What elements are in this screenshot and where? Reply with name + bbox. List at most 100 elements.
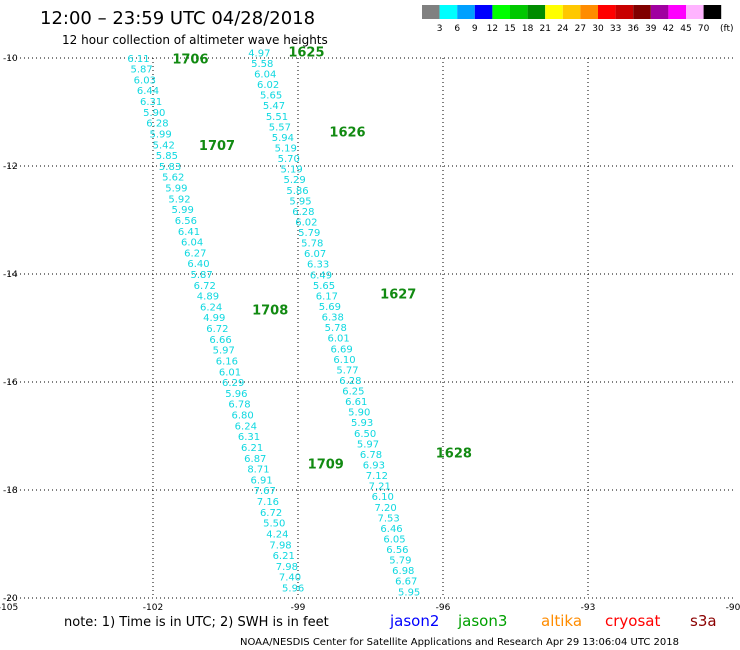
wave-height-value: 5.95 xyxy=(289,196,311,207)
wave-height-value: 7.20 xyxy=(375,503,397,514)
pass-number-label: 1628 xyxy=(436,447,472,462)
wave-height-value: 5.77 xyxy=(336,365,358,376)
wave-height-value: 6.16 xyxy=(216,356,238,367)
legend-label: 27 xyxy=(575,24,586,34)
wave-height-value: 5.47 xyxy=(263,101,285,112)
wave-height-value: 5.95 xyxy=(398,587,420,598)
lon-tick-label: -90 xyxy=(726,603,740,613)
legend-swatch xyxy=(703,5,722,19)
legend-label: 18 xyxy=(522,24,534,34)
lat-tick-label: -14 xyxy=(3,270,18,280)
wave-height-value: 5.86 xyxy=(286,186,308,197)
wave-height-value: 6.80 xyxy=(232,411,254,422)
wave-height-value: 7.67 xyxy=(254,486,276,497)
wave-height-value: 5.96 xyxy=(225,389,247,400)
satellite-name: s3a xyxy=(690,612,717,630)
wave-height-value: 5.65 xyxy=(260,91,282,102)
legend-swatch xyxy=(510,5,528,19)
legend-swatch xyxy=(562,5,581,19)
lon-tick-label: -102 xyxy=(143,603,163,613)
wave-height-value: 5.57 xyxy=(269,122,291,133)
wave-height-value: 6.03 xyxy=(134,75,156,86)
lat-lon-grid xyxy=(8,57,733,599)
legend-swatch xyxy=(598,5,616,19)
wave-height-value: 6.93 xyxy=(363,460,385,471)
legend-swatch xyxy=(492,5,510,19)
wave-height-value: 6.28 xyxy=(339,376,361,387)
legend-swatch xyxy=(650,5,669,19)
lat-tick-label: -16 xyxy=(3,378,18,388)
wave-height-value: 6.24 xyxy=(235,421,257,432)
footer-credit: NOAA/NESDIS Center for Satellite Applica… xyxy=(240,637,679,648)
wave-height-value: 6.01 xyxy=(328,334,350,345)
satellite-name: cryosat xyxy=(605,612,660,630)
wave-height-value: 6.28 xyxy=(146,119,168,130)
wave-height-value: 5.78 xyxy=(325,323,347,334)
legend-label: 15 xyxy=(504,24,515,34)
wave-height-value: 6.33 xyxy=(307,260,329,271)
wave-height-value: 5.97 xyxy=(357,439,379,450)
wave-height-value: 5.65 xyxy=(313,281,335,292)
pass-number-label: 1626 xyxy=(329,125,365,140)
wave-height-value: 6.41 xyxy=(178,227,200,238)
lat-tick-label: -18 xyxy=(3,486,18,496)
legend-swatch xyxy=(422,5,440,19)
wave-height-value: 6.31 xyxy=(238,432,260,443)
wave-height-value: 5.50 xyxy=(263,519,285,530)
wave-height-value: 6.56 xyxy=(175,216,197,227)
wave-height-value: 5.94 xyxy=(272,133,294,144)
wave-height-value: 6.44 xyxy=(137,86,159,97)
satellite-name: jason3 xyxy=(457,612,507,630)
wave-height-value: 4.99 xyxy=(203,313,225,324)
wave-height-value: 5.92 xyxy=(168,194,190,205)
lat-tick-label: -12 xyxy=(3,162,18,172)
wave-height-value: 6.87 xyxy=(244,454,266,465)
wave-height-value: 7.16 xyxy=(257,497,279,508)
wave-height-value: 6.46 xyxy=(380,524,402,535)
legend-label: 70 xyxy=(698,24,710,34)
map-subtitle: 12 hour collection of altimeter wave hei… xyxy=(62,33,328,47)
wave-height-value: 5.51 xyxy=(266,112,288,123)
wave-height-value: 5.96 xyxy=(282,584,304,595)
satellite-legend: jason2 jason3 altika cryosat s3a xyxy=(389,612,717,630)
satellite-name: jason2 xyxy=(389,612,439,630)
legend-label: 39 xyxy=(645,24,657,34)
legend-swatch xyxy=(580,5,598,19)
legend-label: 30 xyxy=(592,24,604,34)
wave-height-value: 6.67 xyxy=(395,577,417,588)
legend-swatch xyxy=(474,5,493,19)
wave-height-value: 6.49 xyxy=(310,270,332,281)
wave-height-value: 5.85 xyxy=(156,151,178,162)
legend-label: 6 xyxy=(454,24,460,34)
lon-tick-label: -99 xyxy=(291,603,306,613)
map-title: 12:00 – 23:59 UTC 04/28/2018 xyxy=(40,8,315,29)
wave-height-value: 7.40 xyxy=(279,573,301,584)
wave-height-value: 5.69 xyxy=(319,302,341,313)
pass-number-label: 1625 xyxy=(288,45,324,60)
lon-tick-label: -93 xyxy=(581,603,596,613)
wave-height-value: 5.90 xyxy=(143,108,165,119)
wave-height-value: 6.10 xyxy=(372,492,394,503)
wave-height-value: 5.87 xyxy=(131,65,153,76)
legend-swatch xyxy=(686,5,704,19)
lon-tick-label: -105 xyxy=(0,603,18,613)
wave-height-value: 6.17 xyxy=(316,291,338,302)
wave-height-value: 6.38 xyxy=(322,313,344,324)
legend-label: 36 xyxy=(627,24,639,34)
wave-height-value: 6.02 xyxy=(257,80,279,91)
axis-ticks: -105 -102 -99 -96 -93 -90 -10 -12 -14 -16 -18 -20 xyxy=(0,54,740,613)
wave-height-value: 7.21 xyxy=(369,482,391,493)
wave-height-value: 6.11 xyxy=(127,54,149,65)
wave-height-value: 5.78 xyxy=(301,239,323,250)
wave-height-value: 6.21 xyxy=(273,551,295,562)
legend-label: 45 xyxy=(680,24,691,34)
wave-height-value: 6.56 xyxy=(386,545,408,556)
note-text: note: 1) Time is in UTC; 2) SWH is in fe… xyxy=(64,615,329,630)
wave-height-value: 4.89 xyxy=(197,292,219,303)
lon-tick-label: -96 xyxy=(436,603,451,613)
satellite-name: altika xyxy=(541,612,582,630)
wave-height-value: 5.19 xyxy=(275,143,297,154)
pass-number-label: 1709 xyxy=(308,457,344,472)
wave-height-value: 5.58 xyxy=(251,59,273,70)
